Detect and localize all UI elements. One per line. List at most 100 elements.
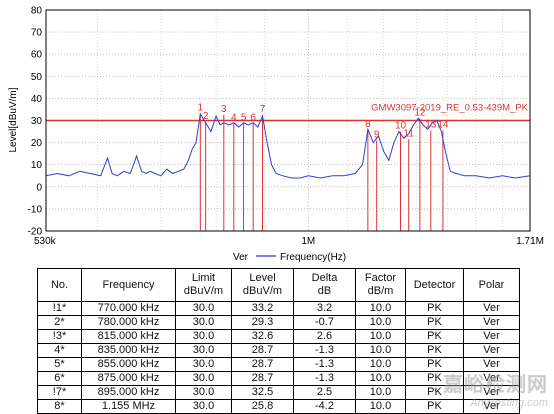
table-cell: 10.0 bbox=[355, 385, 406, 400]
marker-label-14: 14 bbox=[437, 119, 449, 130]
column-header: Detector bbox=[405, 268, 464, 302]
table-cell: Ver bbox=[463, 301, 520, 316]
marker-label-11: 11 bbox=[404, 128, 415, 139]
marker-label-7: 7 bbox=[260, 104, 266, 115]
table-cell: 770.000 kHz bbox=[81, 301, 176, 316]
y-tick-label: 40 bbox=[31, 94, 43, 105]
column-header-line2: dB/m bbox=[367, 285, 394, 297]
table-cell: PK bbox=[405, 301, 464, 316]
limit-line-group: GMW3097-2019_RE_0.53-439M_PK bbox=[46, 103, 530, 122]
table-cell: 855.000 kHz bbox=[81, 357, 176, 372]
table-row: 4* 835.000 kHz 30.0 28.7 -1.3 10.0 PK Ver bbox=[37, 343, 520, 358]
table-cell: !1* bbox=[37, 301, 82, 316]
table-cell: 30.0 bbox=[175, 357, 232, 372]
y-tick-label: 60 bbox=[31, 50, 43, 61]
column-header-line1: No. bbox=[50, 278, 69, 291]
table-cell: 780.000 kHz bbox=[81, 315, 176, 330]
table-cell: 30.0 bbox=[175, 329, 232, 344]
table-cell: -4.2 bbox=[293, 399, 356, 414]
table-cell: 10.0 bbox=[355, 329, 406, 344]
series-line-ver bbox=[45, 112, 531, 179]
table-cell: 33.2 bbox=[231, 301, 294, 316]
table-cell: Ver bbox=[463, 399, 520, 414]
table-cell: 4* bbox=[37, 343, 82, 358]
table-cell: !7* bbox=[37, 385, 82, 400]
marker-label-8: 8 bbox=[365, 119, 371, 130]
table-row: !7* 895.000 kHz 30.0 32.5 2.5 10.0 PK Ver bbox=[37, 385, 520, 400]
table-cell: 10.0 bbox=[355, 371, 406, 386]
table-cell: PK bbox=[405, 329, 464, 344]
y-tick-label: 20 bbox=[31, 138, 43, 149]
table-cell: 30.0 bbox=[175, 371, 232, 386]
table-cell: 30.0 bbox=[175, 315, 232, 330]
y-tick-label: 30 bbox=[31, 116, 43, 127]
table-cell: 30.0 bbox=[175, 385, 232, 400]
x-axis-label: Frequency(Hz) bbox=[280, 252, 346, 263]
table-cell: Ver bbox=[463, 329, 520, 344]
table-cell: 815.000 kHz bbox=[81, 329, 176, 344]
column-header-line1: Polar bbox=[478, 278, 505, 291]
column-header: Polar bbox=[463, 268, 520, 302]
marker-label-13: 13 bbox=[425, 119, 437, 130]
column-header: No. bbox=[37, 268, 82, 302]
y-tick-label: 70 bbox=[31, 28, 43, 39]
marker-label-4: 4 bbox=[231, 112, 237, 123]
table-row: 5* 855.000 kHz 30.0 28.7 -1.3 10.0 PK Ver bbox=[37, 357, 520, 372]
column-header-line2: dBuV/m bbox=[242, 285, 283, 297]
y-tick-label: 80 bbox=[31, 6, 43, 17]
column-header: Limit dBuV/m bbox=[175, 268, 232, 302]
legend-prefix: Ver bbox=[233, 252, 249, 263]
y-tick-label: 50 bbox=[31, 72, 43, 83]
table-body: !1* 770.000 kHz 30.0 33.2 3.2 10.0 PK Ver 2* 780.… bbox=[37, 301, 520, 414]
column-header-line2: dBuV/m bbox=[183, 285, 224, 297]
table-cell: Ver bbox=[463, 371, 520, 386]
table-cell: 25.8 bbox=[231, 399, 294, 414]
column-header-line1: Limit bbox=[191, 272, 216, 284]
table-cell: 8* bbox=[37, 399, 82, 414]
table-cell: Ver bbox=[463, 315, 520, 330]
table-row: 2* 780.000 kHz 30.0 29.3 -0.7 10.0 PK Ver bbox=[37, 315, 520, 330]
table-cell: -1.3 bbox=[293, 343, 356, 358]
table-cell: PK bbox=[405, 315, 464, 330]
table-cell: 6* bbox=[37, 371, 82, 386]
x-tick-label: 1M bbox=[301, 236, 315, 247]
table-cell: Ver bbox=[463, 385, 520, 400]
marker-label-6: 6 bbox=[250, 112, 256, 123]
column-header-line1: Frequency bbox=[102, 278, 155, 291]
marker-label-12: 12 bbox=[414, 107, 426, 118]
table-cell: 10.0 bbox=[355, 343, 406, 358]
results-table: No. Frequency Limit dBuV/m Level dBuV/m Delta d… bbox=[37, 268, 520, 414]
table-cell: 1.155 MHz bbox=[81, 399, 176, 414]
table-header-row: No. Frequency Limit dBuV/m Level dBuV/m Delta d… bbox=[37, 268, 520, 302]
table-cell: PK bbox=[405, 343, 464, 358]
x-tick-label: 1.71M bbox=[516, 236, 544, 247]
table-cell: 5* bbox=[37, 357, 82, 372]
table-cell: 29.3 bbox=[231, 315, 294, 330]
table-cell: 10.0 bbox=[355, 357, 406, 372]
table-cell: 2.5 bbox=[293, 385, 356, 400]
limit-line-label: GMW3097-2019_RE_0.53-439M_PK bbox=[371, 103, 529, 114]
table-cell: 28.7 bbox=[231, 371, 294, 386]
column-header-line2: dB bbox=[317, 285, 332, 297]
table-cell: 2.6 bbox=[293, 329, 356, 344]
y-tick-labels: -20 -10 0 10 20 30 40 50 60 70 80 bbox=[28, 6, 43, 238]
table-cell: 30.0 bbox=[175, 343, 232, 358]
table-cell: 30.0 bbox=[175, 399, 232, 414]
column-header: Frequency bbox=[81, 268, 176, 302]
column-header-line1: Detector bbox=[413, 278, 456, 291]
y-tick-label: -20 bbox=[28, 227, 43, 238]
table-cell: 875.000 kHz bbox=[81, 371, 176, 386]
marker-lines bbox=[199, 113, 444, 231]
marker-label-9: 9 bbox=[374, 129, 380, 140]
table-cell: 3.2 bbox=[293, 301, 356, 316]
column-header-line1: Delta bbox=[311, 272, 338, 284]
table-cell: PK bbox=[405, 385, 464, 400]
table-cell: 28.7 bbox=[231, 357, 294, 372]
column-header: Delta dB bbox=[293, 268, 356, 302]
table-row: 8* 1.155 MHz 30.0 25.8 -4.2 10.0 PK Ver bbox=[37, 399, 520, 414]
table-cell: !3* bbox=[37, 329, 82, 344]
table-row: !1* 770.000 kHz 30.0 33.2 3.2 10.0 PK Ver bbox=[37, 301, 520, 316]
column-header: Level dBuV/m bbox=[231, 268, 294, 302]
column-header-line1: Factor bbox=[364, 272, 397, 284]
